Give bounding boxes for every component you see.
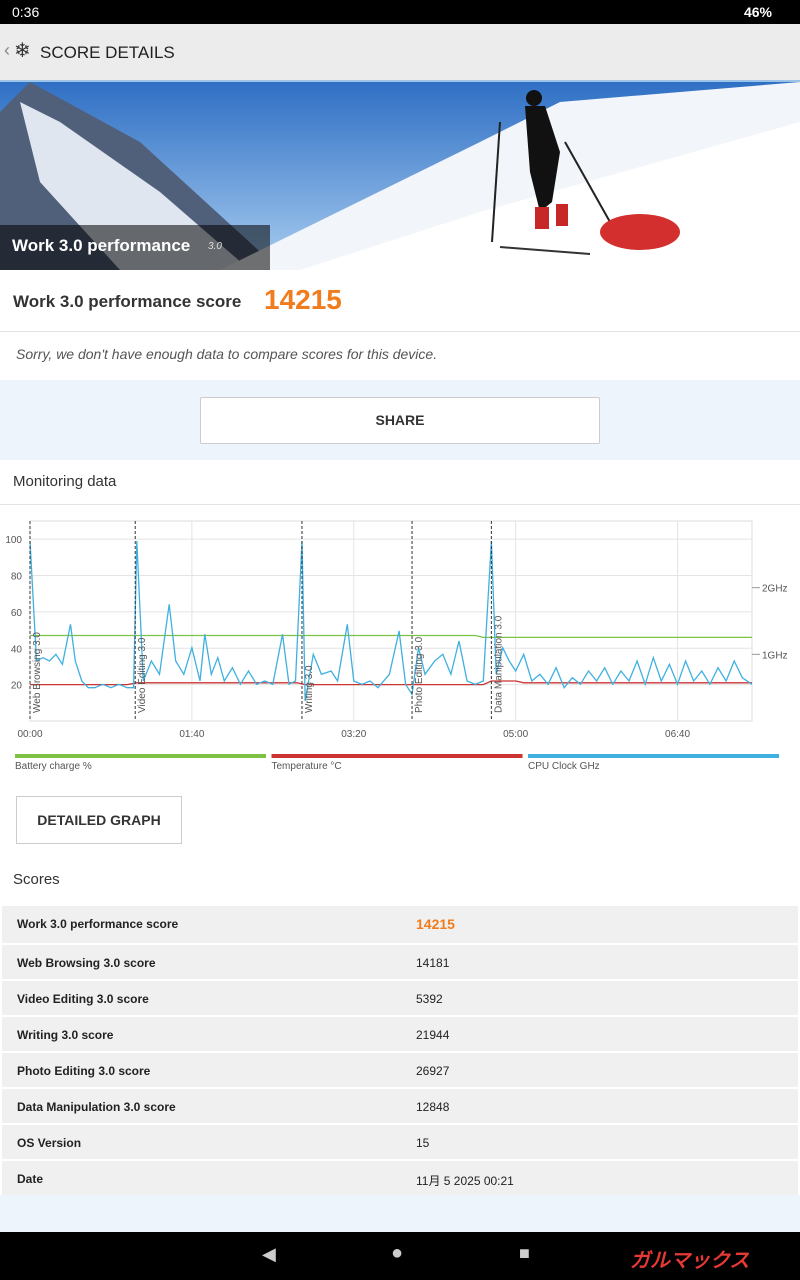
x-tick-label: 06:40 [665,729,690,740]
score-row: OS Version 15 [2,1125,798,1159]
share-button[interactable]: SHARE [200,397,600,444]
section-label: Writing 3.0 [304,665,315,713]
time: 0:36 [12,4,40,20]
banner-image: Work 3.0 performance 3.0 [0,82,800,270]
score-row: Work 3.0 performance score 14215 [2,906,798,943]
score-value: 14215 [264,284,342,315]
notice: Sorry, we don't have enough data to comp… [16,346,438,362]
score-row: Writing 3.0 score 21944 [2,1017,798,1051]
score-row: Video Editing 3.0 score 5392 [2,981,798,1015]
nav-recents[interactable]: ■ [519,1243,530,1263]
legend-swatch [15,754,266,758]
detailed-graph-button[interactable]: DETAILED GRAPH [16,796,182,844]
monitoring-chart: 20 40 60 80 100 00:00 01:40 03:20 05:00 06:40 1GHz… [5,520,788,772]
legend-label: CPU Clock GHz [528,761,600,772]
score-value: 11月 5 2025 00:21 [416,1174,514,1188]
score-label: Web Browsing 3.0 score [17,956,156,970]
y-tick-label: 20 [11,681,23,692]
score-label: Writing 3.0 score [17,1028,114,1042]
score-value: 15 [416,1136,430,1150]
legend-swatch [528,754,779,758]
score-value: 21944 [416,1028,450,1042]
page-title: SCORE DETAILS [40,43,175,62]
y2-tick-label: 1GHz [762,650,788,661]
y-tick-label: 80 [11,572,23,583]
y-tick-label: 40 [11,644,23,655]
banner-title: Work 3.0 performance [12,236,190,255]
score-row: Photo Editing 3.0 score 26927 [2,1053,798,1087]
score-card: Work 3.0 performance score 14215 Sorry, … [0,270,800,380]
section-label: Web Browsing 3.0 [32,632,43,713]
score-row: Data Manipulation 3.0 score 12848 [2,1089,798,1123]
x-tick-label: 05:00 [503,729,528,740]
app-bar: ‹ ❄ SCORE DETAILS [0,24,800,82]
divider [0,504,800,505]
series-line [30,680,752,686]
score-label: Data Manipulation 3.0 score [17,1100,176,1114]
score-value: 26927 [416,1064,450,1078]
y2-tick-label: 2GHz [762,584,788,595]
legend-label: Battery charge % [15,761,92,772]
battery: 46% [743,4,772,20]
score-value: 14215 [416,916,455,932]
back-button[interactable]: ‹ [4,40,10,60]
divider [0,331,800,332]
section-label: Video Editing 3.0 [137,637,148,713]
banner-version: 3.0 [208,241,222,252]
x-tick-label: 00:00 [17,729,42,740]
score-label: Work 3.0 performance score [17,917,179,931]
scores-title: Scores [13,871,60,888]
score-label: OS Version [17,1136,82,1150]
score-label: Photo Editing 3.0 score [17,1064,151,1078]
score-label: Video Editing 3.0 score [17,992,149,1006]
legend-swatch [271,754,523,758]
section-label: Data Manipulation 3.0 [493,615,504,713]
score-value: 5392 [416,992,443,1006]
monitoring-title: Monitoring data [13,473,117,490]
watermark: ガルマックス [630,1248,750,1272]
logo: ❄ [14,40,31,62]
score-value: 12848 [416,1100,450,1114]
legend-label: Temperature °C [272,761,342,772]
score-row: Date 11月 5 2025 00:21 [2,1161,798,1195]
score-label: Date [17,1172,44,1186]
nav-home[interactable]: ● [391,1242,404,1264]
x-tick-label: 01:40 [179,729,204,740]
x-tick-label: 03:20 [341,729,366,740]
score-row: Web Browsing 3.0 score 14181 [2,945,798,979]
nav-bar: ◀ ● ■ ガルマックス [0,1232,800,1280]
status-bar: 0:36 46% [0,0,800,24]
series-line [30,634,752,639]
score-value: 14181 [416,956,450,970]
y-tick-label: 100 [5,535,22,546]
section-label: Photo Editing 3.0 [414,636,425,713]
nav-back[interactable]: ◀ [262,1244,276,1264]
series-line [29,540,753,702]
score-label: Work 3.0 performance score [13,292,242,311]
y-tick-label: 60 [11,608,23,619]
